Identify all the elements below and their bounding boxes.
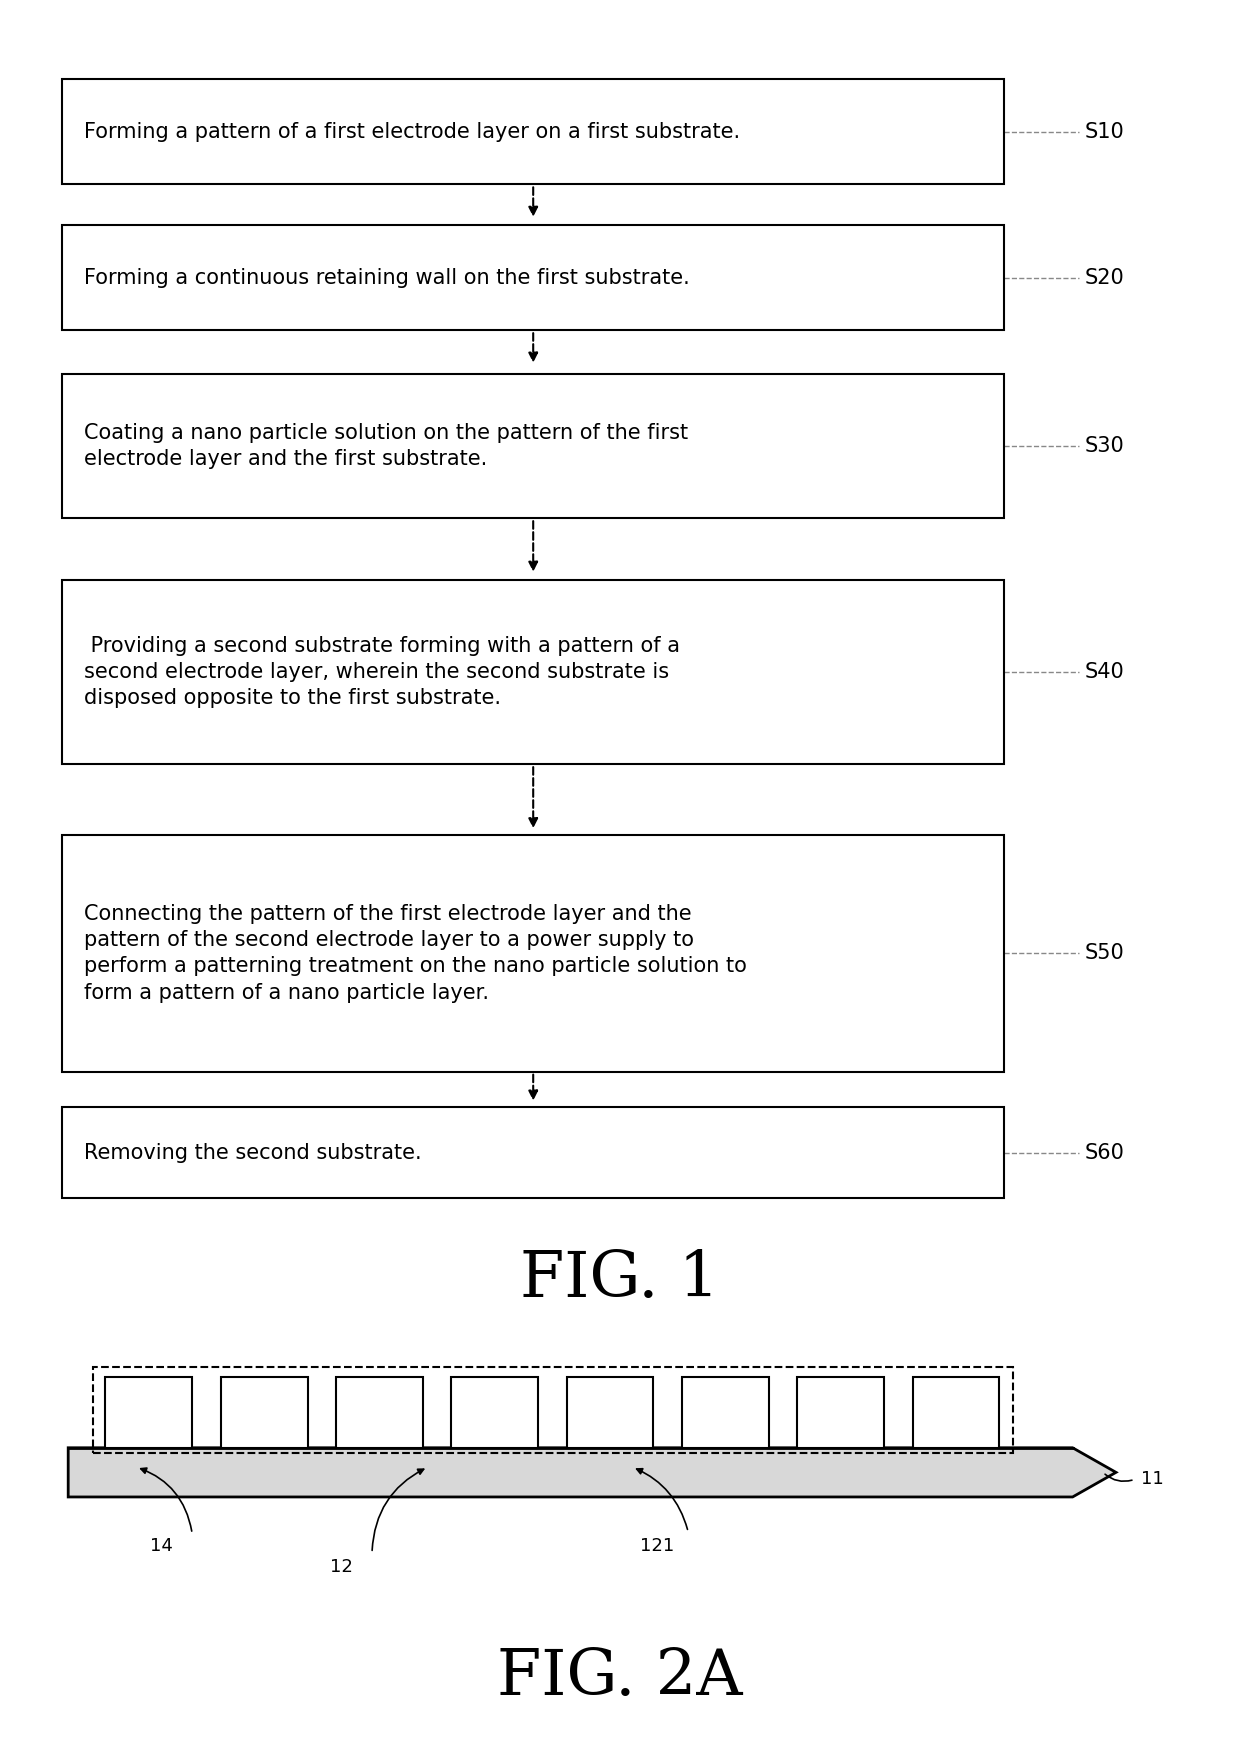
Bar: [62, 374, 1004, 518]
Text: Forming a continuous retaining wall on the first substrate.: Forming a continuous retaining wall on t…: [84, 267, 691, 288]
Bar: [62, 225, 1004, 330]
Bar: [105, 1377, 192, 1448]
Bar: [62, 580, 1004, 764]
Text: S60: S60: [1085, 1142, 1125, 1163]
Text: Providing a second substrate forming with a pattern of a
second electrode layer,: Providing a second substrate forming wit…: [84, 636, 681, 708]
Bar: [336, 1377, 423, 1448]
Text: Connecting the pattern of the first electrode layer and the
pattern of the secon: Connecting the pattern of the first elec…: [84, 903, 748, 1003]
Text: 12: 12: [330, 1558, 352, 1576]
Text: S50: S50: [1085, 944, 1125, 963]
Text: S30: S30: [1085, 436, 1125, 457]
Bar: [797, 1377, 884, 1448]
Bar: [913, 1377, 999, 1448]
Text: S20: S20: [1085, 267, 1125, 288]
Bar: [62, 1107, 1004, 1198]
Text: Forming a pattern of a first electrode layer on a first substrate.: Forming a pattern of a first electrode l…: [84, 121, 740, 142]
Text: 121: 121: [640, 1537, 675, 1555]
Bar: [93, 1367, 1013, 1453]
Bar: [62, 835, 1004, 1072]
Bar: [451, 1377, 538, 1448]
Text: 11: 11: [1141, 1471, 1163, 1488]
Text: S40: S40: [1085, 662, 1125, 682]
Bar: [62, 79, 1004, 184]
Text: FIG. 1: FIG. 1: [521, 1249, 719, 1309]
Text: 14: 14: [150, 1537, 172, 1555]
Bar: [567, 1377, 653, 1448]
Polygon shape: [68, 1448, 1116, 1497]
Bar: [221, 1377, 308, 1448]
Text: S10: S10: [1085, 121, 1125, 142]
Text: Coating a nano particle solution on the pattern of the first
electrode layer and: Coating a nano particle solution on the …: [84, 423, 688, 469]
Text: Removing the second substrate.: Removing the second substrate.: [84, 1142, 422, 1163]
Bar: [682, 1377, 769, 1448]
Text: FIG. 2A: FIG. 2A: [497, 1646, 743, 1708]
